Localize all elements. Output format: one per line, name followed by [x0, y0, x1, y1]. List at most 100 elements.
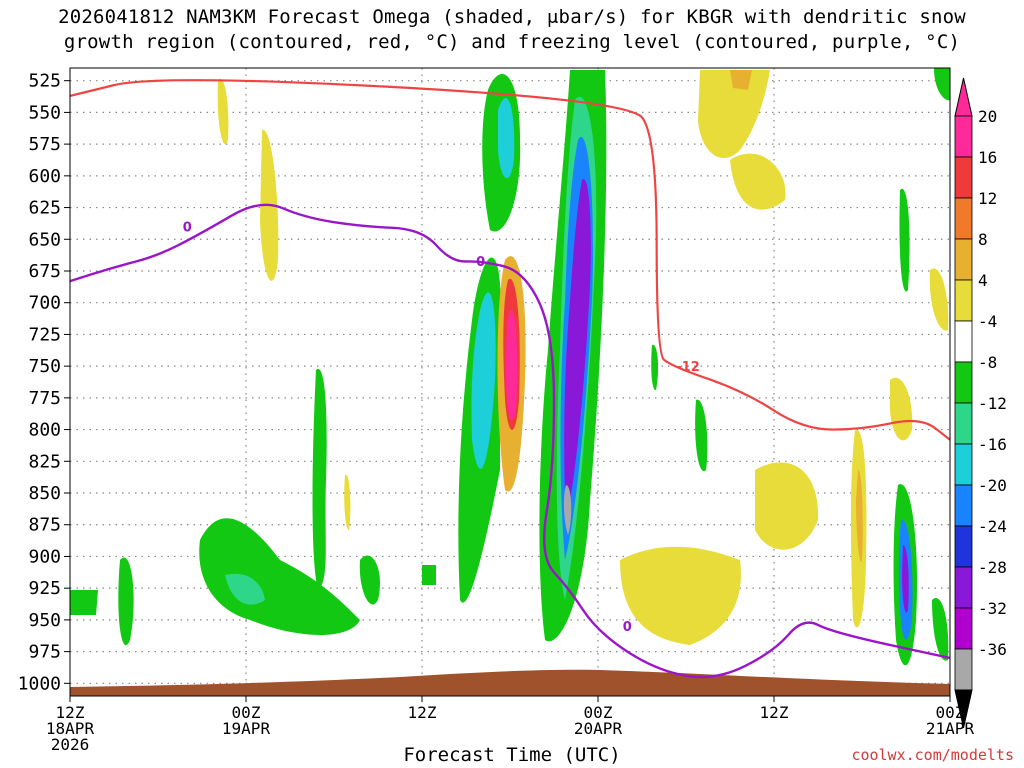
x-axis-title: Forecast Time (UTC) [403, 744, 621, 766]
x-tick-label: 20APR [574, 719, 623, 738]
colorbar-label: 12 [978, 189, 997, 208]
colorbar-label: 20 [978, 107, 997, 126]
dendritic-growth-label: -12 [676, 360, 700, 375]
x-tick-label: 12Z [760, 703, 789, 722]
y-tick-label: 875 [28, 515, 61, 536]
freezing-level-label: 0 [183, 221, 192, 236]
y-tick-label: 825 [28, 451, 61, 472]
x-tick-label: 00Z [584, 703, 613, 722]
y-tick-label: 700 [28, 293, 61, 314]
omega-blob [422, 565, 436, 585]
colorbar-label: -4 [978, 312, 997, 331]
omega-blob [344, 474, 351, 530]
omega-blob [899, 188, 910, 292]
omega-blob [563, 485, 572, 535]
colorbar-label: 8 [978, 230, 988, 249]
x-tick-label: 18APR [46, 719, 95, 738]
omega-blob [902, 545, 909, 613]
colorbar-swatch [954, 197, 973, 240]
colorbar-label: -32 [978, 599, 1007, 618]
y-tick-label: 625 [28, 198, 61, 219]
x-tick-label: 00Z [936, 703, 965, 722]
omega-blob [70, 590, 98, 615]
colorbar-label: 4 [978, 271, 988, 290]
omega-blob [506, 309, 518, 420]
y-tick-label: 675 [28, 261, 61, 282]
omega-blob [730, 153, 786, 210]
y-tick-label: 850 [28, 483, 61, 504]
x-tick-label: 19APR [222, 719, 271, 738]
y-axis: 525 550 575 600 625 650 675 700 725 750 775 800 825 8… [18, 71, 70, 694]
site-credit: coolwx.com/modelts [851, 746, 1014, 764]
x-tick-label: 21APR [926, 719, 975, 738]
y-tick-label: 725 [28, 324, 61, 345]
y-tick-label: 775 [28, 388, 61, 409]
freezing-level-label: 0 [623, 620, 632, 635]
y-tick-label: 975 [28, 642, 61, 663]
omega-blob [934, 68, 950, 101]
omega-blob [118, 557, 134, 646]
y-tick-label: 750 [28, 356, 61, 377]
colorbar-swatch [954, 320, 973, 363]
omega-blob [856, 469, 863, 562]
y-tick-label: 600 [28, 166, 61, 187]
colorbar-label: -24 [978, 517, 1007, 536]
y-tick-label: 1000 [18, 673, 61, 694]
colorbar-swatch [954, 402, 973, 445]
x-tick-label: 12Z [56, 703, 85, 722]
colorbar-swatch [954, 443, 973, 486]
y-tick-label: 800 [28, 420, 61, 441]
freezing-level-label: 0 [476, 255, 485, 270]
omega-blob [199, 518, 360, 635]
x-tick-label: 00Z [232, 703, 261, 722]
omega-blob [564, 179, 591, 520]
colorbar-swatch [954, 566, 973, 609]
colorbar-swatch [954, 607, 973, 650]
colorbar-swatch [954, 279, 973, 322]
freezing-level-contour [70, 203, 950, 679]
colorbar-label: -36 [978, 640, 1007, 659]
colorbar-top-arrow [954, 77, 973, 117]
omega-blob [359, 555, 380, 605]
y-tick-label: 950 [28, 610, 61, 631]
omega-blob [695, 399, 708, 472]
colorbar-label: -8 [978, 353, 997, 372]
terrain [70, 669, 950, 696]
plot-frame [69, 67, 951, 697]
y-tick-label: 525 [28, 71, 61, 92]
colorbar-swatch [954, 361, 973, 404]
omega-blob [225, 573, 265, 605]
omega-shading [70, 68, 950, 666]
omega-blob [498, 98, 515, 179]
omega-blob [471, 292, 496, 469]
x-tick-label: 2026 [51, 735, 90, 754]
omega-blob [312, 368, 327, 590]
omega-blob [755, 462, 819, 550]
y-tick-label: 650 [28, 229, 61, 250]
omega-blob [217, 78, 229, 145]
chart-title: 2026041812 NAM3KM Forecast Omega (shaded… [58, 6, 966, 28]
omega-blob [932, 598, 949, 661]
y-tick-label: 575 [28, 134, 61, 155]
colorbar-label: -16 [978, 435, 1007, 454]
dendritic-growth-contour [70, 79, 950, 441]
y-tick-label: 925 [28, 578, 61, 599]
omega-blob [929, 268, 949, 331]
colorbar-label: -12 [978, 394, 1007, 413]
colorbar: 20 16 12 8 4 -4 -8 -12 -16 -20 -24 -28 -32 -36 [954, 77, 1007, 729]
colorbar-swatch [954, 238, 973, 281]
colorbar-swatch [954, 525, 973, 568]
omega-blob [651, 344, 659, 391]
colorbar-swatch [954, 648, 973, 691]
y-tick-label: 550 [28, 102, 61, 123]
colorbar-label: 16 [978, 148, 997, 167]
omega-blob [730, 70, 752, 90]
omega-blob [698, 70, 770, 159]
omega-blob [890, 377, 913, 441]
colorbar-label: -28 [978, 558, 1007, 577]
x-tick-label: 12Z [408, 703, 437, 722]
colorbar-label: -20 [978, 476, 1007, 495]
omega-blob [620, 546, 741, 645]
